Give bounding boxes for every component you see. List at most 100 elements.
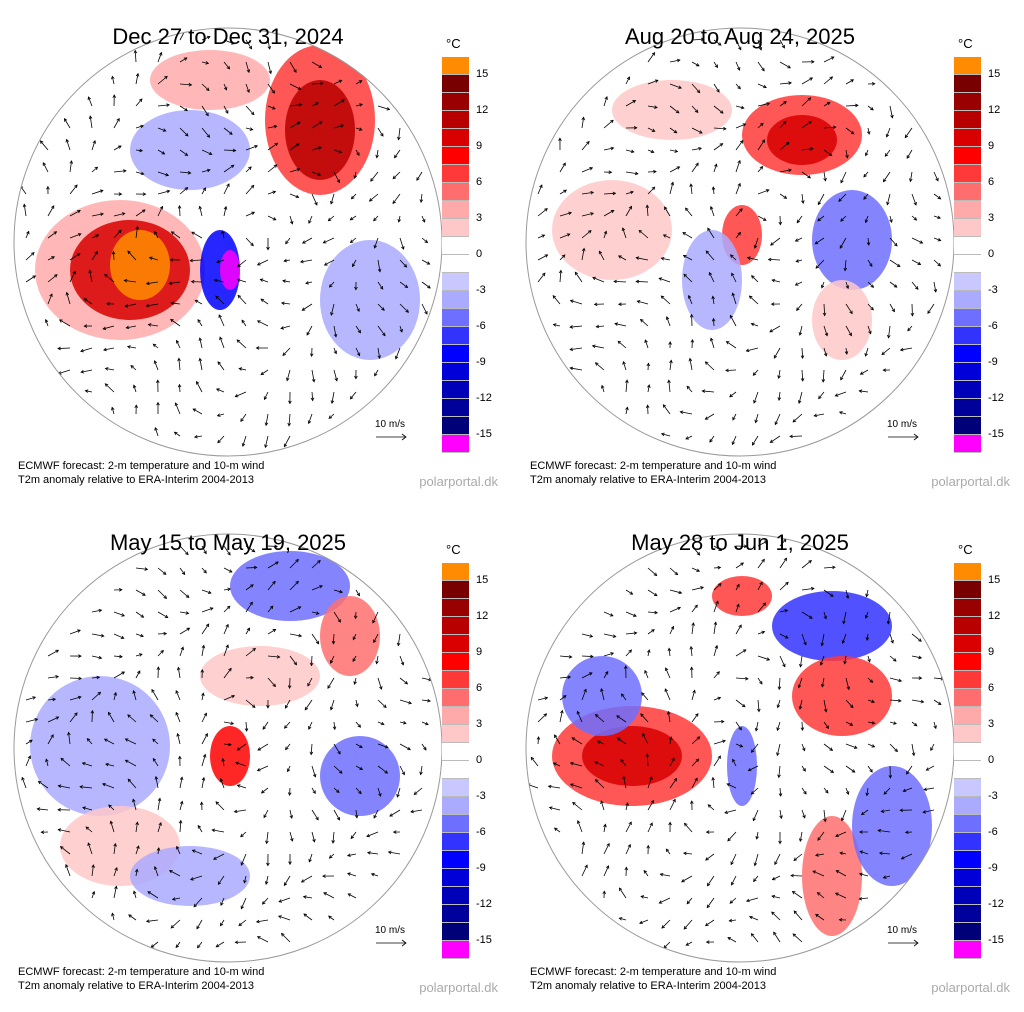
wind-arrow: [713, 163, 718, 173]
wind-arrow: [288, 853, 292, 866]
colorbar-tick: -6: [988, 320, 998, 332]
wind-arrow: [689, 666, 694, 679]
wind-arrow: [267, 124, 278, 129]
wind-arrow: [90, 709, 95, 723]
wind-arrow: [333, 124, 345, 129]
wind-arrow: [757, 630, 766, 635]
wind-arrow: [193, 434, 203, 439]
wind-arrow: [215, 801, 225, 811]
wind-arrow: [91, 633, 105, 638]
wind-arrow: [264, 413, 269, 427]
wind-arrow: [845, 677, 851, 691]
wind-arrow: [625, 589, 634, 595]
wind-arrow: [236, 339, 247, 349]
wind-arrow: [264, 875, 269, 885]
wind-arrow: [91, 212, 104, 217]
wind-arrow: [669, 625, 675, 635]
wind-arrow: [600, 688, 605, 701]
colorbar-bin: [954, 237, 981, 255]
wind-arrow: [779, 581, 789, 591]
wind-arrow: [594, 779, 605, 789]
wind-arrow: [820, 677, 825, 688]
colorbar-bin: [954, 345, 981, 363]
wind-arrow: [278, 897, 291, 903]
wind-arrow: [135, 98, 143, 107]
wind-arrow: [245, 211, 256, 217]
wind-arrow: [683, 919, 693, 930]
wind-arrow: [179, 105, 188, 112]
wind-arrow: [774, 853, 781, 866]
wind-arrow: [778, 215, 783, 226]
wind-arrow: [83, 298, 93, 305]
wind-arrow: [147, 323, 159, 327]
colorbar-bin: [442, 797, 469, 815]
wind-arrow: [399, 281, 409, 289]
wind-arrow: [311, 121, 323, 129]
wind-arrow: [124, 303, 137, 308]
wind-arrow: [261, 897, 269, 905]
wind-arrow: [669, 359, 673, 371]
map-panel-2: Aug 20 to Aug 24, 2025 °C 10 m/s ECMWF f…: [512, 0, 1024, 506]
wind-arrow: [243, 875, 247, 884]
colorbar-tick: 12: [988, 610, 1001, 622]
colorbar-bin: [954, 743, 981, 761]
anomaly-region: [852, 766, 932, 886]
wind-arrow: [778, 787, 783, 797]
wind-arrow: [196, 919, 203, 930]
wind-arrow: [201, 149, 213, 156]
wind-arrow: [647, 51, 656, 63]
polar-map: [13, 533, 443, 963]
wind-arrow: [217, 875, 225, 885]
wind-arrow: [421, 281, 431, 289]
colorbar-tick: 3: [476, 212, 483, 224]
wind-arrow: [864, 347, 869, 357]
wind-arrow: [104, 383, 115, 393]
wind-arrow: [594, 713, 605, 723]
colorbar-tick: -12: [476, 392, 492, 404]
wind-arrow: [133, 49, 138, 63]
wind-arrow: [113, 671, 126, 679]
wind-arrow: [691, 736, 701, 745]
wind-arrow: [377, 721, 385, 726]
colorbar-bin: [442, 779, 469, 797]
colorbar-tick: 6: [988, 682, 995, 694]
colorbar-bin: [442, 815, 469, 833]
wind-arrow: [57, 346, 71, 351]
wind-arrow: [711, 295, 715, 305]
wind-arrow: [354, 809, 359, 819]
wind-arrow: [889, 259, 901, 268]
wind-arrow: [283, 258, 291, 263]
wind-arrow: [200, 668, 205, 679]
colorbar-bin: [442, 345, 469, 363]
wind-arrow: [217, 435, 225, 444]
wind-arrow: [113, 885, 118, 899]
wind-arrow: [625, 76, 631, 85]
wind-arrow: [311, 369, 316, 383]
wind-arrow: [647, 79, 659, 85]
wind-arrow: [311, 585, 323, 591]
wind-arrow: [377, 127, 384, 137]
wind-arrow: [152, 757, 159, 767]
colorbar-tick: 12: [988, 104, 1001, 116]
wind-arrow: [867, 303, 874, 311]
wind-arrow: [91, 890, 96, 899]
wind-arrow: [669, 166, 681, 173]
wind-arrow: [127, 250, 137, 261]
wind-arrow: [647, 105, 658, 109]
wind-arrow: [911, 259, 922, 265]
colorbar-tick: 6: [476, 682, 483, 694]
wind-arrow: [779, 655, 786, 668]
wind-arrow: [267, 677, 276, 688]
wind-arrow: [394, 149, 401, 159]
colorbar-bin: [954, 851, 981, 869]
wind-arrow: [906, 149, 913, 159]
wind-arrow: [237, 259, 247, 268]
wind-arrow: [911, 743, 916, 757]
wind-arrow: [581, 247, 586, 261]
wind-arrow: [886, 611, 891, 625]
wind-arrow: [421, 698, 431, 703]
wind-arrow: [823, 589, 834, 597]
wind-arrow: [377, 787, 382, 797]
wind-arrow: [754, 721, 759, 732]
wind-arrow: [728, 918, 737, 923]
